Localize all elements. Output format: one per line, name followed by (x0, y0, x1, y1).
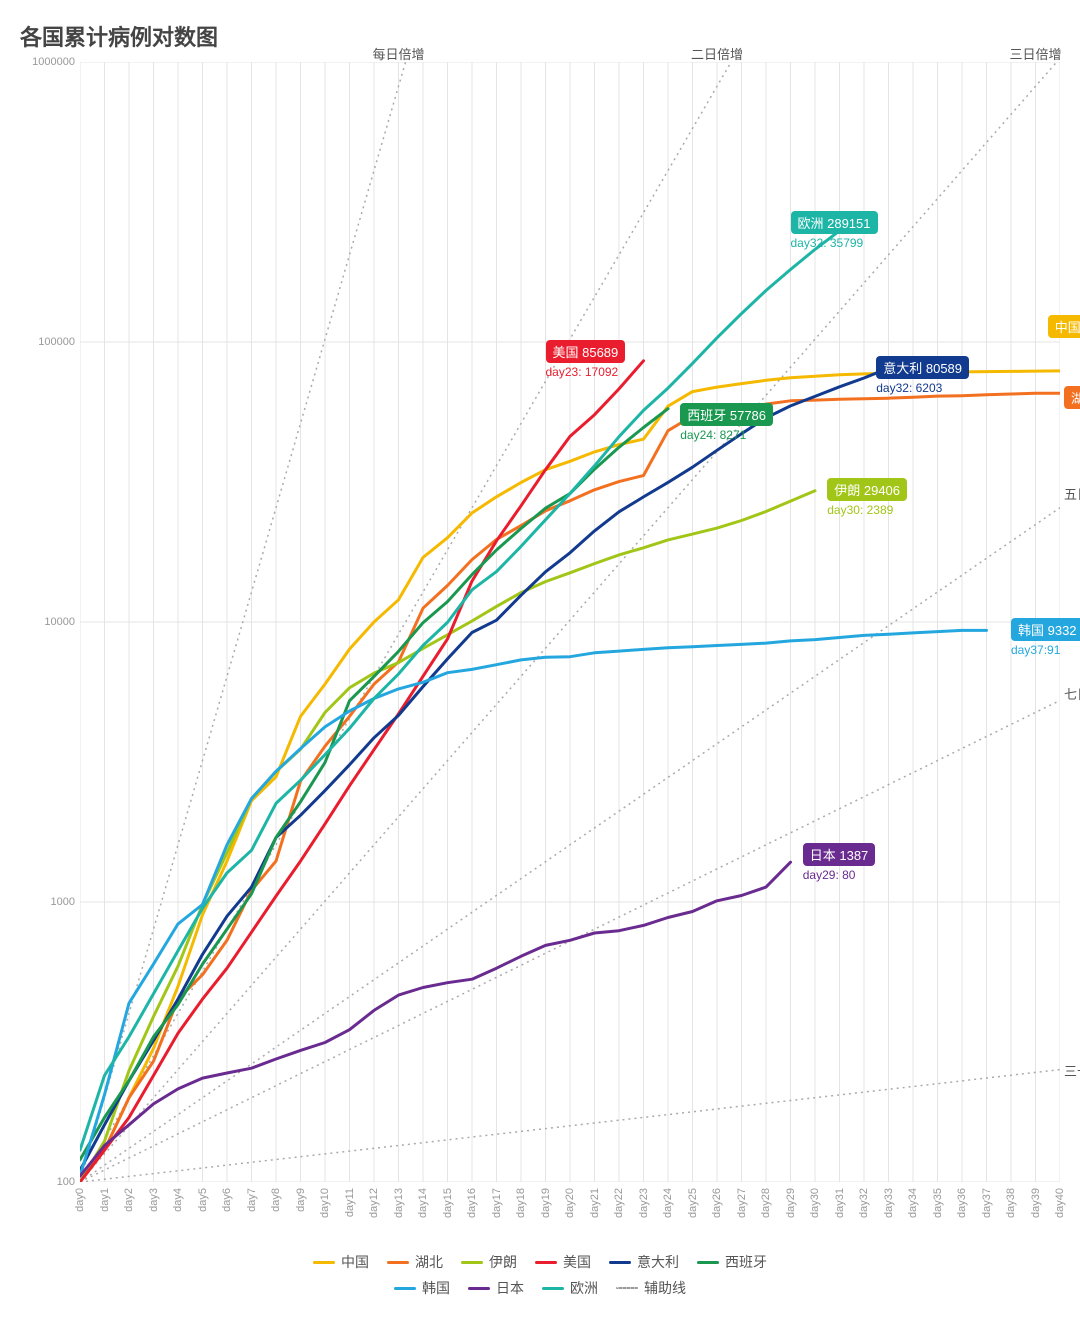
legend-item: 韩国 (394, 1278, 450, 1298)
x-tick-label: day28 (760, 1188, 772, 1218)
legend-item: 伊朗 (461, 1252, 517, 1272)
x-tick-label: day33 (883, 1188, 895, 1218)
y-tick-label: 100000 (20, 336, 75, 348)
guide-label: 三日倍增 (1009, 44, 1061, 63)
x-tick-label: day14 (417, 1188, 429, 1218)
x-tick-label: day38 (1005, 1188, 1017, 1218)
y-tick-label: 100 (20, 1176, 75, 1188)
x-tick-label: day32 (858, 1188, 870, 1218)
y-tick-label: 1000 (20, 896, 75, 908)
x-tick-label: day29 (785, 1188, 797, 1218)
plot-area: 每日倍增二日倍增三日倍增五日倍增七日倍增三十日倍增中国 78824湖北 6559… (80, 62, 1060, 1182)
y-axis-ticks: 1001000100001000001000000 (20, 62, 75, 1182)
x-tick-label: day25 (687, 1188, 699, 1218)
x-tick-label: day5 (197, 1188, 209, 1212)
x-tick-label: day40 (1054, 1188, 1066, 1218)
series-end-label: 湖北 65596 (1064, 386, 1080, 409)
x-tick-label: day22 (613, 1188, 625, 1218)
x-tick-label: day12 (368, 1188, 380, 1218)
legend-item: 意大利 (609, 1252, 679, 1272)
y-tick-label: 10000 (20, 616, 75, 628)
x-tick-label: day30 (809, 1188, 821, 1218)
x-tick-label: day39 (1030, 1188, 1042, 1218)
x-tick-label: day31 (834, 1188, 846, 1218)
x-tick-label: day7 (246, 1188, 258, 1212)
legend-item: 湖北 (387, 1252, 443, 1272)
x-tick-label: day23 (638, 1188, 650, 1218)
x-tick-label: day4 (172, 1188, 184, 1212)
x-tick-label: day20 (564, 1188, 576, 1218)
x-tick-label: day19 (540, 1188, 552, 1218)
x-tick-label: day9 (295, 1188, 307, 1212)
x-tick-label: day35 (932, 1188, 944, 1218)
x-tick-label: day27 (736, 1188, 748, 1218)
x-tick-label: day11 (344, 1188, 356, 1217)
x-tick-label: day15 (442, 1188, 454, 1218)
legend-item: 中国 (313, 1252, 369, 1272)
x-tick-label: day17 (491, 1188, 503, 1218)
x-tick-label: day36 (956, 1188, 968, 1218)
guide-label: 每日倍增 (372, 44, 424, 63)
guide-label: 三十日倍增 (1064, 1061, 1080, 1080)
chart-title: 各国累计病例对数图 (20, 20, 1060, 52)
x-tick-label: day2 (123, 1188, 135, 1212)
series-end-label: 意大利 80589day32: 6203 (876, 356, 969, 395)
x-tick-label: day1 (99, 1188, 111, 1212)
guide-label: 五日倍增 (1064, 484, 1080, 503)
x-tick-label: day21 (589, 1188, 601, 1218)
y-tick-label: 1000000 (20, 56, 75, 68)
x-tick-label: day37 (981, 1188, 993, 1218)
x-axis-ticks: day0day1day2day3day4day5day6day7day8day9… (80, 1182, 1060, 1242)
series-end-label: 美国 85689day23: 17092 (546, 340, 626, 379)
series-end-label: 伊朗 29406day30: 2389 (827, 478, 907, 517)
legend-item: 欧洲 (542, 1278, 598, 1298)
legend-item: 美国 (535, 1252, 591, 1272)
x-tick-label: day10 (319, 1188, 331, 1218)
series-end-label: 中国 78824 (1048, 315, 1080, 338)
series-end-label: 日本 1387day29: 80 (803, 843, 876, 882)
x-tick-label: day3 (148, 1188, 160, 1212)
guide-label: 七日倍增 (1064, 684, 1080, 703)
series-end-label: 韩国 9332day37:91 (1011, 618, 1080, 657)
series-end-label: 欧洲 289151day32: 35799 (791, 211, 878, 250)
legend-item: 日本 (468, 1278, 524, 1298)
x-tick-label: day26 (711, 1188, 723, 1218)
x-tick-label: day13 (393, 1188, 405, 1218)
chart: 1001000100001000001000000 每日倍增二日倍增三日倍增五日… (20, 62, 1060, 1262)
x-tick-label: day0 (74, 1188, 86, 1212)
x-tick-label: day34 (907, 1188, 919, 1218)
guide-label: 二日倍增 (691, 44, 743, 63)
legend-item: 西班牙 (697, 1252, 767, 1272)
x-tick-label: day18 (515, 1188, 527, 1218)
x-tick-label: day16 (466, 1188, 478, 1218)
x-tick-label: day24 (662, 1188, 674, 1218)
x-tick-label: day6 (221, 1188, 233, 1212)
series-end-label: 西班牙 57786day24: 8271 (680, 403, 773, 442)
legend-item: 辅助线 (616, 1278, 686, 1298)
legend: 中国湖北伊朗美国意大利西班牙韩国日本欧洲辅助线 (20, 1252, 1060, 1304)
x-tick-label: day8 (270, 1188, 282, 1212)
